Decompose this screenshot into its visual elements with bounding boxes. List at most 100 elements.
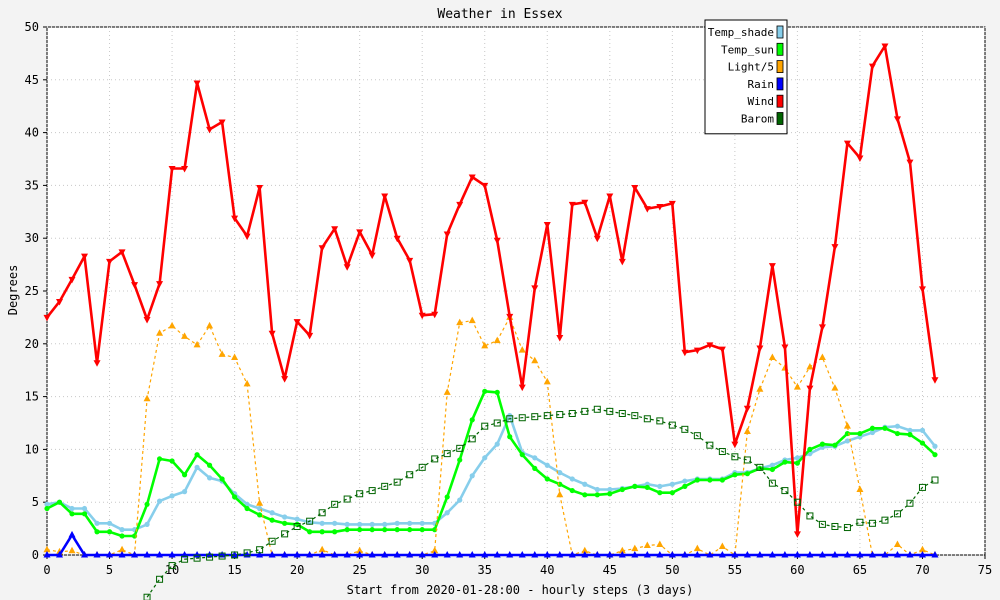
data-point	[768, 353, 776, 361]
data-point	[481, 422, 489, 430]
data-point	[669, 481, 675, 487]
legend-label: Barom	[741, 113, 774, 126]
data-point	[818, 324, 826, 331]
data-point	[394, 520, 400, 526]
data-point	[143, 593, 151, 600]
data-point	[332, 520, 338, 526]
legend-label: Rain	[748, 78, 775, 91]
data-point	[194, 452, 200, 458]
data-point	[344, 521, 350, 527]
data-point	[682, 483, 688, 489]
data-point	[581, 551, 589, 558]
data-point	[668, 421, 676, 429]
data-point	[156, 498, 163, 504]
data-point	[193, 80, 201, 87]
data-point	[131, 551, 139, 558]
legend-label: Temp_sun	[721, 43, 774, 56]
data-point	[893, 551, 901, 558]
data-point	[756, 551, 764, 558]
data-point	[69, 511, 75, 517]
data-point	[318, 509, 326, 517]
data-point	[119, 533, 125, 539]
data-point	[931, 551, 939, 558]
data-point	[806, 363, 814, 370]
data-point	[869, 425, 876, 431]
data-point	[631, 551, 639, 558]
data-point	[444, 510, 450, 516]
data-point	[643, 541, 651, 548]
data-point	[418, 312, 426, 320]
data-point	[356, 551, 364, 558]
y-tick-label: 10	[25, 442, 39, 456]
data-point	[443, 551, 451, 558]
data-point	[318, 551, 326, 558]
data-point	[481, 182, 489, 190]
data-point	[356, 229, 364, 236]
data-point	[368, 487, 376, 495]
data-point	[268, 537, 276, 545]
data-point	[193, 551, 201, 558]
data-point	[106, 529, 113, 535]
data-point	[631, 185, 639, 192]
data-point	[331, 551, 339, 558]
data-point	[507, 434, 513, 440]
data-point	[419, 527, 425, 533]
data-point	[231, 551, 239, 559]
data-point	[856, 551, 864, 558]
data-point	[343, 495, 351, 503]
data-point	[744, 471, 750, 477]
data-point	[543, 551, 551, 558]
data-point	[781, 551, 789, 558]
data-point	[881, 551, 889, 558]
data-point	[518, 414, 526, 422]
data-point	[657, 483, 663, 489]
data-point	[843, 140, 851, 148]
data-point	[706, 342, 714, 349]
data-point	[894, 430, 901, 437]
data-point	[607, 486, 613, 493]
data-point	[181, 472, 188, 478]
data-point	[681, 349, 689, 357]
data-point	[907, 427, 913, 433]
data-point	[556, 490, 564, 498]
data-point	[169, 458, 175, 464]
data-point	[468, 435, 476, 443]
data-point	[693, 551, 701, 558]
data-point	[918, 545, 926, 553]
data-point	[806, 385, 814, 393]
y-tick-label: 50	[25, 20, 39, 34]
data-point	[281, 376, 289, 383]
data-point	[431, 546, 439, 554]
chart-title: Weather in Essex	[437, 7, 562, 22]
data-point	[193, 340, 201, 348]
data-point	[556, 334, 564, 342]
data-point	[531, 285, 539, 292]
data-point	[181, 555, 189, 563]
data-point	[181, 332, 189, 339]
data-point	[793, 551, 801, 558]
data-point	[381, 551, 389, 558]
data-point	[768, 263, 776, 270]
data-point	[118, 545, 126, 553]
data-point	[743, 427, 751, 434]
data-point	[319, 520, 325, 526]
series-barom	[143, 405, 939, 600]
data-point	[357, 527, 363, 533]
data-point	[618, 258, 626, 266]
series-line	[45, 44, 937, 536]
data-point	[93, 360, 101, 367]
data-point	[468, 316, 476, 324]
data-point	[506, 415, 514, 423]
data-point	[156, 456, 163, 462]
data-point	[906, 499, 914, 507]
data-point	[657, 490, 663, 496]
x-tick-label: 60	[790, 563, 804, 577]
data-point	[56, 299, 64, 306]
legend-swatch	[776, 25, 784, 39]
data-point	[106, 520, 113, 526]
data-point	[668, 551, 676, 558]
data-point	[293, 551, 301, 558]
data-point	[93, 551, 101, 558]
data-point	[918, 483, 926, 491]
data-point	[306, 332, 314, 340]
